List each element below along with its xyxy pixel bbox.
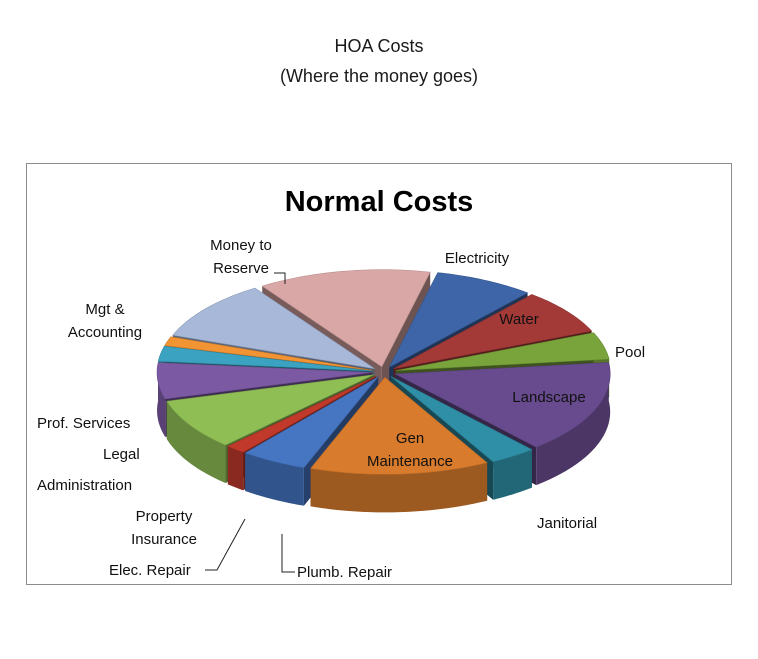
slice-top-water bbox=[393, 294, 593, 370]
label-janitorial: Janitorial bbox=[537, 515, 597, 532]
label-legal: Legal bbox=[103, 446, 140, 463]
label-prof-services: Prof. Services bbox=[37, 415, 130, 432]
pie-chart: Normal Costs Electricity Water Pool Landsca… bbox=[37, 186, 645, 581]
slice-top-legal bbox=[157, 345, 373, 372]
chart-frame: Normal Costs Electricity Water Pool Landsca… bbox=[26, 163, 732, 585]
slice-top-janitorial bbox=[390, 376, 533, 463]
slice-top-prof-services bbox=[164, 336, 373, 371]
label-gen-maintenance: Gen Maintenance bbox=[367, 430, 453, 470]
slice-top-elec-repair bbox=[227, 375, 377, 453]
slice-side-administration bbox=[157, 362, 166, 437]
slice-top-property-insurance bbox=[166, 374, 374, 446]
slice-side-janitorial bbox=[493, 449, 532, 500]
label-electricity: Electricity bbox=[445, 250, 510, 267]
slice-side-landscape bbox=[536, 362, 611, 486]
label-property-insurance: Property Insurance bbox=[131, 508, 197, 548]
label-money-to-reserve: Money to Reserve bbox=[210, 237, 272, 277]
slice-side-gen-maintenance bbox=[310, 462, 488, 513]
slice-top-pool bbox=[395, 332, 610, 371]
slice-top-electricity bbox=[388, 272, 529, 368]
slice-top-administration bbox=[156, 362, 373, 400]
slice-top-mgt-accounting bbox=[172, 287, 375, 369]
label-water: Water bbox=[499, 311, 538, 328]
label-administration: Administration bbox=[37, 477, 132, 494]
slice-top-plumb-repair bbox=[244, 376, 379, 469]
label-mgt-accounting: Mgt & Accounting bbox=[68, 301, 142, 341]
slice-top-gen-maintenance bbox=[310, 376, 488, 475]
slice-gen-maintenance bbox=[310, 376, 488, 513]
label-pool: Pool bbox=[615, 344, 645, 361]
slice-side-elec-repair bbox=[227, 446, 244, 491]
slice-top-money-to-reserve bbox=[261, 269, 431, 368]
leader-line-elec-repair bbox=[205, 518, 246, 571]
label-landscape: Landscape bbox=[512, 389, 585, 406]
slice-side-plumb-repair bbox=[245, 452, 304, 506]
slice-top-landscape bbox=[394, 362, 611, 448]
page-subtitle: (Where the money goes) bbox=[279, 66, 479, 86]
slice-side-property-insurance bbox=[166, 401, 226, 484]
chart-title: Normal Costs bbox=[285, 186, 474, 218]
leader-line-money-to-reserve bbox=[274, 272, 286, 284]
label-plumb-repair: Plumb. Repair bbox=[297, 564, 392, 581]
leader-line-plumb-repair bbox=[281, 534, 295, 573]
label-elec-repair: Elec. Repair bbox=[109, 562, 191, 579]
page-title: HOA Costs bbox=[334, 36, 424, 56]
